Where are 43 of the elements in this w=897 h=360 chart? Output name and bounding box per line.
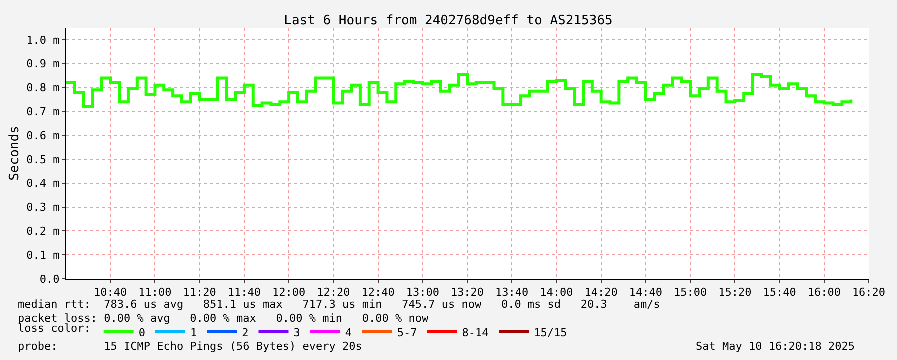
legend-label: 5-7 <box>397 326 418 340</box>
text: median rtt: 783.6 us avg 851.1 us max 717.3 us min 745.7 us now 0.0 ms sd 20.3 am/s <box>18 298 660 311</box>
x-tick-label: 12:40 <box>362 286 395 300</box>
x-tick-label: 13:20 <box>450 286 484 300</box>
y-tick-label: 0.7 m <box>26 106 60 119</box>
legend-label: 8-14 <box>462 326 490 340</box>
x-tick-label: 14:40 <box>629 286 663 300</box>
x-tick-label: 16:00 <box>808 286 841 300</box>
chart-title: Last 6 Hours from 2402768d9eff to AS215365 <box>284 14 613 29</box>
text: packet loss: 0.00 % avg 0.00 % max 0.00 % min 0.00 % now <box>18 312 429 325</box>
y-tick-label: 0.3 m <box>26 201 60 214</box>
x-tick-label: 14:20 <box>584 286 618 300</box>
legend-label: 2 <box>242 326 249 340</box>
y-tick-label: 1.0 m <box>26 34 60 47</box>
x-tick-label: 11:00 <box>138 286 172 300</box>
text: probe: 15 ICMP Echo Pings (56 Bytes) every 20s <box>18 340 362 353</box>
x-tick-label: 12:20 <box>317 286 350 300</box>
x-tick-label: 13:00 <box>406 286 440 300</box>
y-tick-label: 0.4 m <box>26 177 60 190</box>
x-tick-label: 10:40 <box>94 286 128 300</box>
x-tick-label: 13:40 <box>496 286 529 300</box>
legend-label: 0 <box>138 326 146 340</box>
legend-label: 3 <box>294 326 300 340</box>
legend-label: 15/15 <box>534 326 568 340</box>
text: Sat May 10 16:20:18 2025 <box>696 340 855 353</box>
x-tick-label: 12:00 <box>272 286 306 300</box>
x-tick-label: 15:00 <box>674 286 708 300</box>
x-tick-label: 16:20 <box>852 286 886 300</box>
y-tick-label: 0.1 m <box>26 248 60 262</box>
y-tick-label: 0.6 m <box>26 129 60 142</box>
y-tick-label: 0.8 m <box>26 82 60 95</box>
x-tick-label: 15:40 <box>763 286 796 300</box>
y-tick-label: 0.5 m <box>26 153 60 166</box>
y-tick-label: 0.9 m <box>26 58 60 71</box>
y-tick-label: 0.0 <box>40 272 60 286</box>
legend-label: 1 <box>190 326 198 340</box>
legend-label: 4 <box>345 326 352 340</box>
x-tick-label: 15:20 <box>718 286 752 300</box>
x-tick-label: 11:40 <box>228 286 262 300</box>
x-tick-label: 11:20 <box>183 286 216 300</box>
x-tick-label: 14:00 <box>540 286 574 300</box>
y-axis-title: Seconds <box>8 126 23 181</box>
y-tick-label: 0.2 m <box>26 225 60 238</box>
